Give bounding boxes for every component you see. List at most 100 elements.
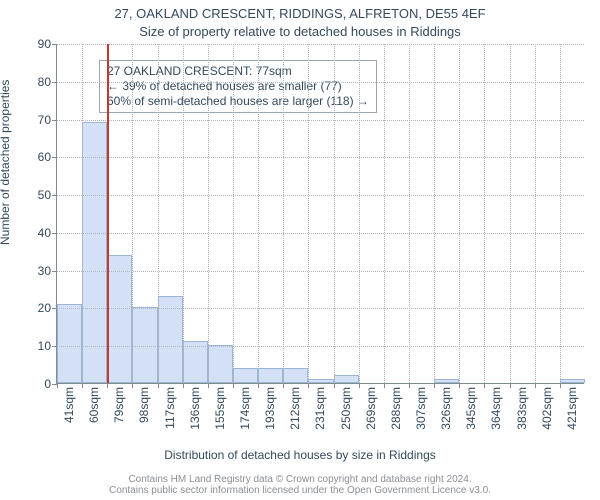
x-tick-mark [158,383,159,388]
grid-line-horizontal [57,157,584,158]
histogram-bar [283,368,308,383]
y-tick-label: 0 [44,377,51,391]
grid-line-vertical [258,44,259,383]
x-tick-label: 402sqm [540,387,554,430]
histogram-bar [82,122,107,383]
copyright-line-2: Contains public sector information licen… [109,485,491,496]
histogram-bar [308,379,333,383]
x-tick-label: 307sqm [414,387,428,430]
chart-title-subtitle: Size of property relative to detached ho… [0,24,600,39]
x-tick-mark [409,383,410,388]
x-tick-label: 136sqm [188,387,202,430]
x-tick-mark [283,383,284,388]
annotation-line: 27 OAKLAND CRESCENT: 77sqm [107,64,292,78]
x-tick-mark [560,383,561,388]
grid-line-vertical [560,44,561,383]
x-tick-mark [233,383,234,388]
x-tick-mark [334,383,335,388]
y-tick-mark [52,233,57,234]
x-tick-mark [308,383,309,388]
x-tick-label: 155sqm [213,387,227,430]
grid-line-horizontal [57,233,584,234]
x-tick-label: 60sqm [87,387,101,423]
grid-line-vertical [484,44,485,383]
y-tick-label: 60 [38,150,51,164]
copyright-footer: Contains HM Land Registry data © Crown c… [0,474,600,496]
histogram-bar [233,368,258,383]
y-tick-label: 90 [38,37,51,51]
x-tick-mark [82,383,83,388]
x-tick-label: 326sqm [439,387,453,430]
y-tick-label: 70 [38,113,51,127]
grid-line-horizontal [57,195,584,196]
histogram-bar [334,375,359,383]
grid-line-vertical [208,44,209,383]
grid-line-vertical [132,44,133,383]
grid-line-vertical [183,44,184,383]
grid-line-vertical [434,44,435,383]
annotation-line: 60% of semi-detached houses are larger (… [107,94,369,108]
x-tick-label: 98sqm [137,387,151,423]
x-tick-mark [57,383,58,388]
plot-area: 27 OAKLAND CRESCENT: 77sqm← 39% of detac… [56,44,584,384]
y-tick-mark [52,346,57,347]
grid-line-vertical [409,44,410,383]
histogram-bar [57,304,82,383]
histogram-bar [107,255,132,383]
x-tick-mark [208,383,209,388]
x-tick-label: 269sqm [364,387,378,430]
grid-line-vertical [459,44,460,383]
histogram-bar [434,379,459,383]
histogram-bar [183,341,208,383]
y-tick-label: 30 [38,264,51,278]
grid-line-vertical [359,44,360,383]
grid-line-vertical [535,44,536,383]
x-tick-mark [434,383,435,388]
x-tick-label: 364sqm [489,387,503,430]
x-tick-label: 345sqm [464,387,478,430]
x-tick-mark [359,383,360,388]
x-axis-label: Distribution of detached houses by size … [0,448,600,462]
x-tick-mark [258,383,259,388]
grid-line-horizontal [57,271,584,272]
grid-line-vertical [334,44,335,383]
x-tick-mark [484,383,485,388]
x-tick-label: 117sqm [163,387,177,429]
histogram-bar [560,379,585,383]
grid-line-vertical [233,44,234,383]
y-tick-mark [52,120,57,121]
y-tick-label: 50 [38,188,51,202]
y-tick-label: 10 [38,339,51,353]
y-tick-mark [52,195,57,196]
grid-line-horizontal [57,44,584,45]
x-tick-label: 41sqm [62,387,76,423]
chart-title-address: 27, OAKLAND CRESCENT, RIDDINGS, ALFRETON… [0,6,600,21]
x-tick-label: 250sqm [339,387,353,430]
x-tick-label: 383sqm [515,387,529,430]
grid-line-vertical [308,44,309,383]
chart-container: 27, OAKLAND CRESCENT, RIDDINGS, ALFRETON… [0,0,600,500]
x-tick-label: 212sqm [288,387,302,430]
y-tick-mark [52,271,57,272]
x-tick-mark [510,383,511,388]
grid-line-vertical [82,44,83,383]
x-tick-label: 231sqm [313,387,327,430]
grid-line-vertical [283,44,284,383]
grid-line-horizontal [57,82,584,83]
x-tick-mark [107,383,108,388]
x-tick-label: 174sqm [238,387,252,430]
x-tick-mark [535,383,536,388]
x-tick-label: 421sqm [565,387,579,430]
x-tick-mark [459,383,460,388]
y-tick-mark [52,157,57,158]
x-tick-mark [132,383,133,388]
x-tick-mark [384,383,385,388]
histogram-bar [258,368,283,383]
y-axis-label: Number of detached properties [0,80,12,245]
x-tick-label: 193sqm [263,387,277,430]
x-tick-label: 288sqm [389,387,403,430]
grid-line-horizontal [57,346,584,347]
y-tick-mark [52,44,57,45]
grid-line-vertical [510,44,511,383]
y-tick-label: 80 [38,75,51,89]
